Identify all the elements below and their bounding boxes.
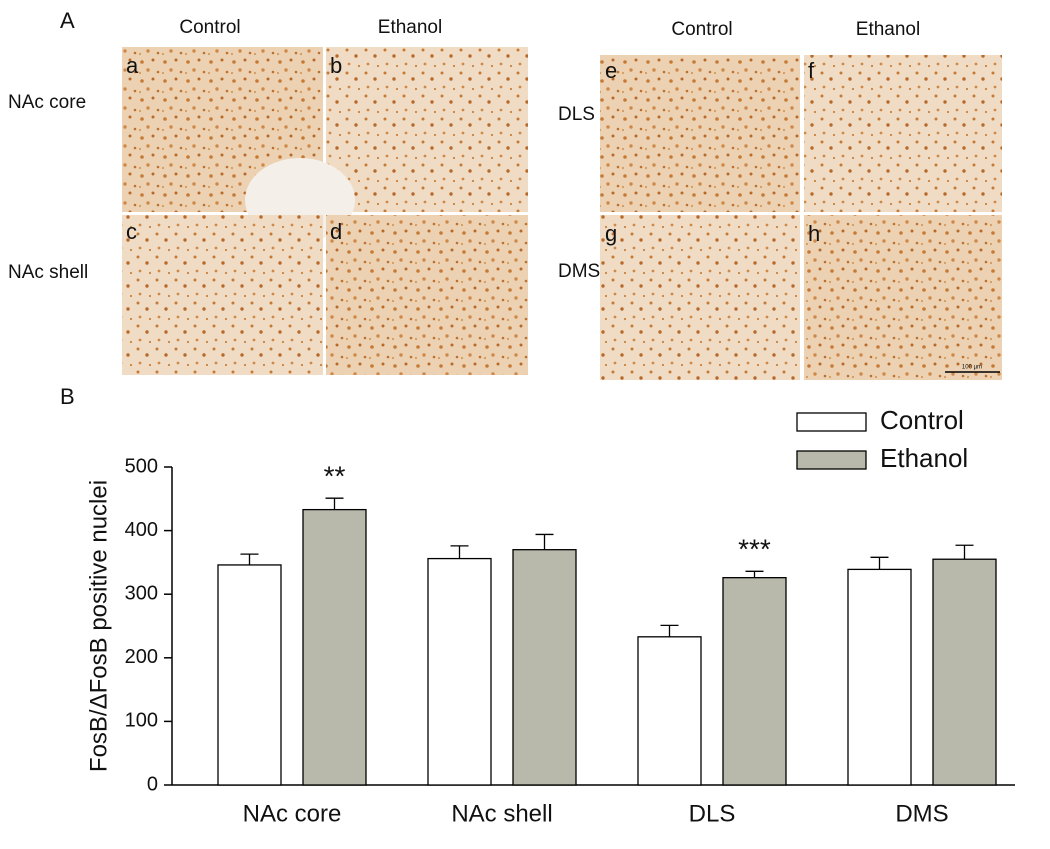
error-bar <box>325 497 344 510</box>
column-header: Ethanol <box>856 19 920 40</box>
error-bar <box>870 556 889 570</box>
error-bar <box>240 553 259 565</box>
micrograph <box>326 215 528 375</box>
panel-letter: b <box>330 53 342 78</box>
legend-label: Control <box>880 405 964 435</box>
row-label: NAc core <box>8 92 86 113</box>
column-header: Control <box>671 19 732 40</box>
legend-label: Ethanol <box>880 443 968 473</box>
panel-letter: f <box>808 58 815 83</box>
panel-label: A <box>60 8 75 33</box>
y-tick-label: 500 <box>125 455 158 477</box>
micrograph <box>600 55 800 212</box>
error-bar <box>660 624 679 637</box>
column-header: Control <box>179 17 240 38</box>
y-tick-label: 200 <box>125 646 158 668</box>
x-tick-label: DMS <box>895 800 948 827</box>
micrograph <box>326 47 528 212</box>
micrograph <box>804 55 1002 212</box>
legend-swatch <box>796 450 867 470</box>
panel-letter: d <box>330 219 342 244</box>
error-bar <box>535 533 554 550</box>
panel-letter: c <box>126 219 137 244</box>
legend-swatch <box>796 412 867 432</box>
row-label: DMS <box>558 261 600 282</box>
error-bar <box>745 570 764 578</box>
error-bar <box>450 545 469 559</box>
significance-label: *** <box>738 534 771 565</box>
bar <box>637 636 702 786</box>
scale-bar-label: 100 µm <box>962 365 982 371</box>
panel-letter: g <box>605 221 617 246</box>
y-tick-label: 100 <box>125 710 158 732</box>
panel-label: B <box>60 384 75 409</box>
row-label: NAc shell <box>8 262 88 283</box>
y-tick-label: 300 <box>125 582 158 604</box>
micrograph <box>600 215 800 380</box>
panel-letter: h <box>808 221 820 246</box>
y-tick-label: 400 <box>125 519 158 541</box>
micrograph <box>804 215 1002 380</box>
bar <box>722 577 787 786</box>
bar <box>932 558 997 786</box>
micrograph <box>122 215 323 375</box>
bar <box>512 549 577 786</box>
bar <box>302 508 367 786</box>
significance-label: ** <box>324 461 346 492</box>
panel-letter: e <box>605 58 617 83</box>
column-header: Ethanol <box>378 17 442 38</box>
y-tick-label: 0 <box>147 773 158 795</box>
bar <box>427 557 492 786</box>
bar <box>847 568 912 786</box>
bar <box>217 564 282 786</box>
error-bar <box>955 544 974 560</box>
panel-letter: a <box>126 53 139 78</box>
x-tick-label: NAc core <box>243 800 342 827</box>
x-tick-label: DLS <box>689 800 736 827</box>
x-tick-label: NAc shell <box>451 800 552 827</box>
y-axis-label: FosB/ΔFosB positive nuclei <box>85 480 112 772</box>
row-label: DLS <box>558 104 595 125</box>
micrographs <box>122 47 1002 380</box>
